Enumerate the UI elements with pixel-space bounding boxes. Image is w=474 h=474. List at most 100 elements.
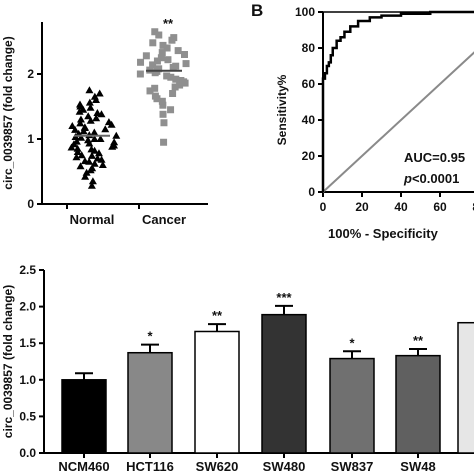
data-point (112, 131, 121, 139)
y-tick-label: 2.0 (19, 300, 36, 314)
data-point (153, 57, 161, 65)
data-point (159, 41, 167, 49)
significance-label: *** (276, 290, 292, 305)
panel-a-scatter: 0 1 2 circ_0039857 (fold change) Normal Cance… (1, 16, 208, 227)
data-point (72, 153, 81, 161)
data-point (93, 154, 102, 162)
data-point (85, 98, 94, 106)
x-tick-label: SW620 (196, 459, 239, 474)
data-point (170, 34, 178, 42)
data-point (80, 123, 89, 131)
y-tick-label: 0 (308, 185, 315, 199)
bar (127, 351, 173, 454)
data-point (77, 151, 86, 159)
bar (61, 379, 107, 454)
data-point (169, 90, 177, 97)
significance-label: ** (212, 308, 223, 323)
data-point (172, 75, 180, 83)
data-point (164, 56, 172, 64)
y-tick-label: 1 (27, 132, 34, 146)
y-tick-label: 40 (302, 113, 316, 127)
data-point (72, 137, 81, 145)
data-point (163, 44, 171, 52)
y-axis-label: circ_0039857 (fold change) (1, 36, 15, 189)
data-point (87, 151, 96, 159)
data-point (142, 52, 150, 60)
auc-label: AUC=0.95 (404, 150, 465, 165)
data-point (158, 97, 166, 105)
y-axis-label: Sensitivity% (275, 74, 289, 145)
bar (261, 313, 307, 454)
data-point (160, 119, 168, 127)
data-point (73, 144, 82, 152)
data-point (137, 58, 145, 66)
data-point (177, 77, 185, 84)
data-point (182, 60, 190, 68)
y-tick-label: 0 (27, 197, 34, 211)
y-tick-label: 2.5 (19, 263, 36, 277)
significance-label: * (147, 329, 153, 344)
y-tick-label: 0.0 (19, 446, 36, 460)
x-tick-label: HCT116 (126, 459, 174, 474)
data-point (160, 138, 168, 146)
data-point (94, 149, 103, 157)
data-point (75, 107, 84, 115)
data-point (85, 86, 94, 94)
data-point (157, 54, 165, 62)
data-point (104, 118, 113, 126)
data-point (90, 92, 99, 100)
data-point (77, 133, 86, 141)
p-value: <0.0001 (412, 171, 459, 186)
roc-curve (321, 10, 474, 192)
p-italic: p (403, 171, 412, 186)
y-axis-label: circ_0039857 (fold change) (1, 285, 15, 438)
data-point (75, 100, 84, 108)
data-point (88, 177, 97, 185)
data-point (71, 125, 80, 133)
data-point (86, 103, 95, 111)
significance-label: ** (413, 333, 424, 348)
data-point (84, 136, 93, 144)
data-point (101, 125, 110, 133)
data-point (86, 116, 95, 124)
data-point (76, 115, 85, 123)
data-point (90, 159, 99, 167)
data-point (90, 128, 99, 136)
data-point (93, 109, 102, 116)
y-tick-label: 60 (302, 77, 316, 91)
bar (395, 354, 441, 454)
data-point (171, 83, 179, 91)
panel-b-roc: 0 20 40 60 80 100 0 20 40 60 80 100% - Specificity S… (275, 5, 474, 241)
data-point (155, 65, 163, 73)
panel-label-b: B (251, 1, 263, 20)
data-point (80, 157, 89, 165)
x-tick-label: Cancer (142, 212, 186, 227)
data-point (151, 92, 159, 100)
data-point (163, 72, 171, 80)
data-point (146, 87, 154, 95)
y-tick-label: 0.5 (19, 409, 36, 423)
data-point (174, 47, 182, 55)
bar (194, 330, 240, 454)
data-point (136, 70, 144, 78)
x-tick-label: SW48 (400, 459, 435, 474)
y-tick-label: 80 (302, 41, 316, 55)
x-tick-label: 0 (320, 200, 327, 214)
bar (457, 321, 474, 454)
data-point (155, 31, 163, 39)
data-point (180, 51, 188, 58)
y-tick-label: 2 (27, 67, 34, 81)
data-point (81, 172, 90, 180)
data-point (149, 39, 157, 47)
data-point (98, 161, 107, 168)
y-tick-label: 100 (295, 5, 315, 19)
x-tick-label: SW837 (331, 459, 374, 474)
data-point (84, 112, 93, 120)
data-point (167, 106, 175, 114)
data-point (151, 28, 159, 36)
x-tick-label: SW480 (263, 459, 306, 474)
x-axis-label: 100% - Specificity (328, 226, 439, 241)
x-tick-label: 20 (355, 200, 369, 214)
data-point (90, 135, 99, 142)
x-tick-label: 40 (394, 200, 408, 214)
